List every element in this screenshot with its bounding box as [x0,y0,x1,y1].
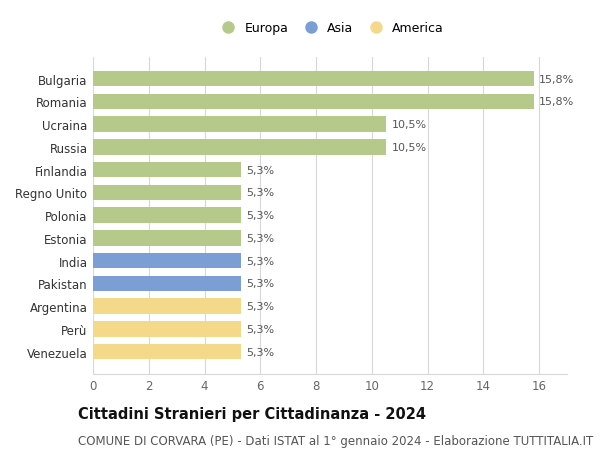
Text: 15,8%: 15,8% [539,97,574,107]
Bar [93,299,241,314]
Bar [93,253,241,269]
Bar [93,162,241,178]
Text: COMUNE DI CORVARA (PE) - Dati ISTAT al 1° gennaio 2024 - Elaborazione TUTTITALIA: COMUNE DI CORVARA (PE) - Dati ISTAT al 1… [78,434,593,447]
Text: 5,3%: 5,3% [247,347,274,357]
Bar [93,95,533,110]
Text: 5,3%: 5,3% [247,324,274,334]
Text: 5,3%: 5,3% [247,188,274,198]
Text: 5,3%: 5,3% [247,256,274,266]
Bar [93,72,533,87]
Bar [93,344,241,360]
Bar [93,117,386,133]
Text: 10,5%: 10,5% [391,120,427,130]
Text: 5,3%: 5,3% [247,279,274,289]
Bar [93,276,241,291]
Text: 5,3%: 5,3% [247,234,274,243]
Text: 5,3%: 5,3% [247,302,274,312]
Text: 15,8%: 15,8% [539,74,574,84]
Bar [93,208,241,224]
Bar [93,140,386,155]
Text: 5,3%: 5,3% [247,211,274,221]
Text: Cittadini Stranieri per Cittadinanza - 2024: Cittadini Stranieri per Cittadinanza - 2… [78,406,426,421]
Bar [93,185,241,201]
Text: 10,5%: 10,5% [391,143,427,152]
Text: 5,3%: 5,3% [247,165,274,175]
Bar [93,231,241,246]
Bar [93,322,241,337]
Legend: Europa, Asia, America: Europa, Asia, America [216,22,444,35]
